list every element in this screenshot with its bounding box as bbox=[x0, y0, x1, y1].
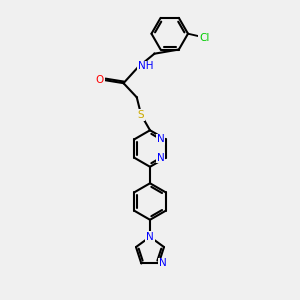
Text: Cl: Cl bbox=[199, 33, 209, 43]
Text: N: N bbox=[157, 134, 164, 144]
Text: N: N bbox=[157, 153, 164, 163]
Text: N: N bbox=[159, 259, 167, 269]
Text: O: O bbox=[96, 75, 104, 85]
Text: S: S bbox=[138, 110, 145, 120]
Text: N: N bbox=[146, 232, 154, 242]
Text: NH: NH bbox=[138, 61, 153, 71]
